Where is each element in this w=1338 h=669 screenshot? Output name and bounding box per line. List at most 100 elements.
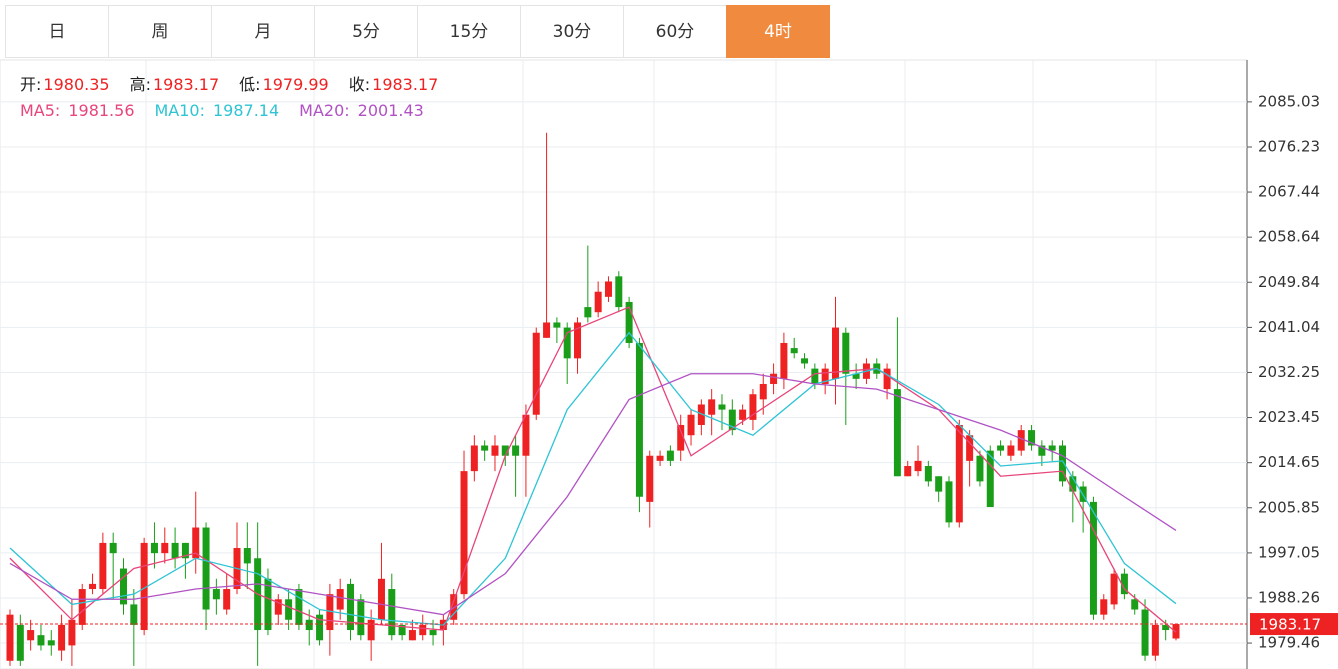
candle-body <box>181 542 189 559</box>
candle-body <box>893 389 901 477</box>
candle-body <box>27 630 35 641</box>
candle-body <box>646 455 654 502</box>
period-tabs: 日周月 5分 15分 30分 60分 4时 <box>5 5 830 58</box>
candle-body <box>295 589 303 625</box>
ohlc-value: 1979.99 <box>262 75 329 94</box>
candle-body <box>801 358 809 364</box>
candle-body <box>574 322 582 359</box>
candle-body <box>1100 599 1108 615</box>
candle-body <box>89 583 97 590</box>
candle-body <box>171 542 179 559</box>
ohlc-value: 1983.17 <box>152 75 220 94</box>
candle-body <box>842 332 850 374</box>
candle-body <box>398 624 406 636</box>
candle-body <box>739 409 747 420</box>
candle-body <box>140 542 148 631</box>
candle-body <box>150 542 158 554</box>
candle-body <box>749 394 757 420</box>
candle-body <box>976 455 984 482</box>
candle-body <box>357 599 365 636</box>
y-tick-label: 2076.23 <box>1258 137 1320 155</box>
candle-body <box>388 589 396 636</box>
candle-body <box>99 542 107 590</box>
candle-body <box>986 450 994 508</box>
candle-body <box>223 589 231 610</box>
candle-body <box>563 327 571 359</box>
ma-value: 1981.56 <box>68 101 135 120</box>
candle-body <box>243 548 251 564</box>
candle-body <box>1038 445 1046 456</box>
ma-name: MA10: <box>154 101 206 120</box>
plot-area <box>0 59 1248 669</box>
ma-value: 2001.43 <box>357 101 424 120</box>
candle-body <box>656 455 664 461</box>
ohlc-value: 1983.17 <box>372 75 439 94</box>
ma-line <box>9 306 1177 633</box>
candle-body <box>1120 573 1128 595</box>
candle-body <box>305 619 313 631</box>
candle-body <box>1007 445 1015 456</box>
y-tick-label: 2041.04 <box>1258 318 1320 336</box>
candle-body <box>966 435 974 461</box>
candle-body <box>367 619 375 641</box>
y-tick-label: 2058.64 <box>1258 228 1320 246</box>
ma-line <box>9 331 1177 626</box>
y-tick-label: 2067.44 <box>1258 183 1320 201</box>
period-tab[interactable]: 60分 <box>623 5 727 58</box>
candle-body <box>274 599 282 615</box>
period-tab[interactable]: 30分 <box>520 5 624 58</box>
candle-body <box>1151 624 1159 656</box>
candle-body <box>1141 609 1149 656</box>
candle-body <box>666 450 674 461</box>
candle-body <box>429 630 437 636</box>
candle-body <box>522 414 530 456</box>
candle-body <box>212 589 220 600</box>
candle-body <box>481 445 489 451</box>
y-tick-label: 1988.26 <box>1258 588 1320 606</box>
y-tick-label: 2049.84 <box>1258 273 1320 291</box>
candle-body <box>831 327 839 379</box>
y-tick-label: 2032.25 <box>1258 363 1320 381</box>
period-tab[interactable]: 5分 <box>314 5 418 58</box>
candle-body <box>408 630 416 641</box>
candle-body <box>635 342 643 497</box>
candle-body <box>37 635 45 646</box>
candle-body <box>377 578 385 620</box>
candle-body <box>1017 430 1025 451</box>
candle-body <box>687 414 695 436</box>
candle-body <box>1028 430 1036 446</box>
ma-value: 1987.14 <box>213 101 280 120</box>
candle-body <box>460 471 468 595</box>
y-tick-label: 2005.85 <box>1258 498 1320 516</box>
candle-body <box>512 445 520 456</box>
candle-body <box>904 466 912 477</box>
candle-body <box>718 404 726 410</box>
candle-body <box>161 542 169 554</box>
candle-body <box>419 624 427 636</box>
candle-body <box>6 614 14 661</box>
candle-body <box>58 624 66 651</box>
candle-body <box>594 291 602 313</box>
candle-body <box>697 404 705 425</box>
info-panel: 开: 1980.35 高: 1983.17 低: 1979.99 收: 1983.17 MA5… <box>20 72 458 124</box>
ohlc-label: 开: <box>20 75 42 94</box>
candle-body <box>821 368 829 384</box>
candle-body <box>759 383 767 400</box>
candle-body <box>120 568 128 605</box>
period-tab[interactable]: 周 <box>108 5 212 58</box>
candle-body <box>1058 445 1066 482</box>
candle-body <box>202 527 210 610</box>
ohlc-label: 收: <box>348 75 371 94</box>
candle-body <box>615 276 623 308</box>
period-tab[interactable]: 4时 <box>726 5 830 58</box>
candle-body <box>955 424 963 523</box>
candle-body <box>491 445 499 456</box>
period-tab[interactable]: 月 <box>211 5 315 58</box>
period-tab[interactable]: 15分 <box>417 5 521 58</box>
candle-body <box>264 578 272 631</box>
candle-body <box>811 368 819 384</box>
period-tab[interactable]: 日 <box>5 5 109 58</box>
candle-body <box>1110 573 1118 605</box>
